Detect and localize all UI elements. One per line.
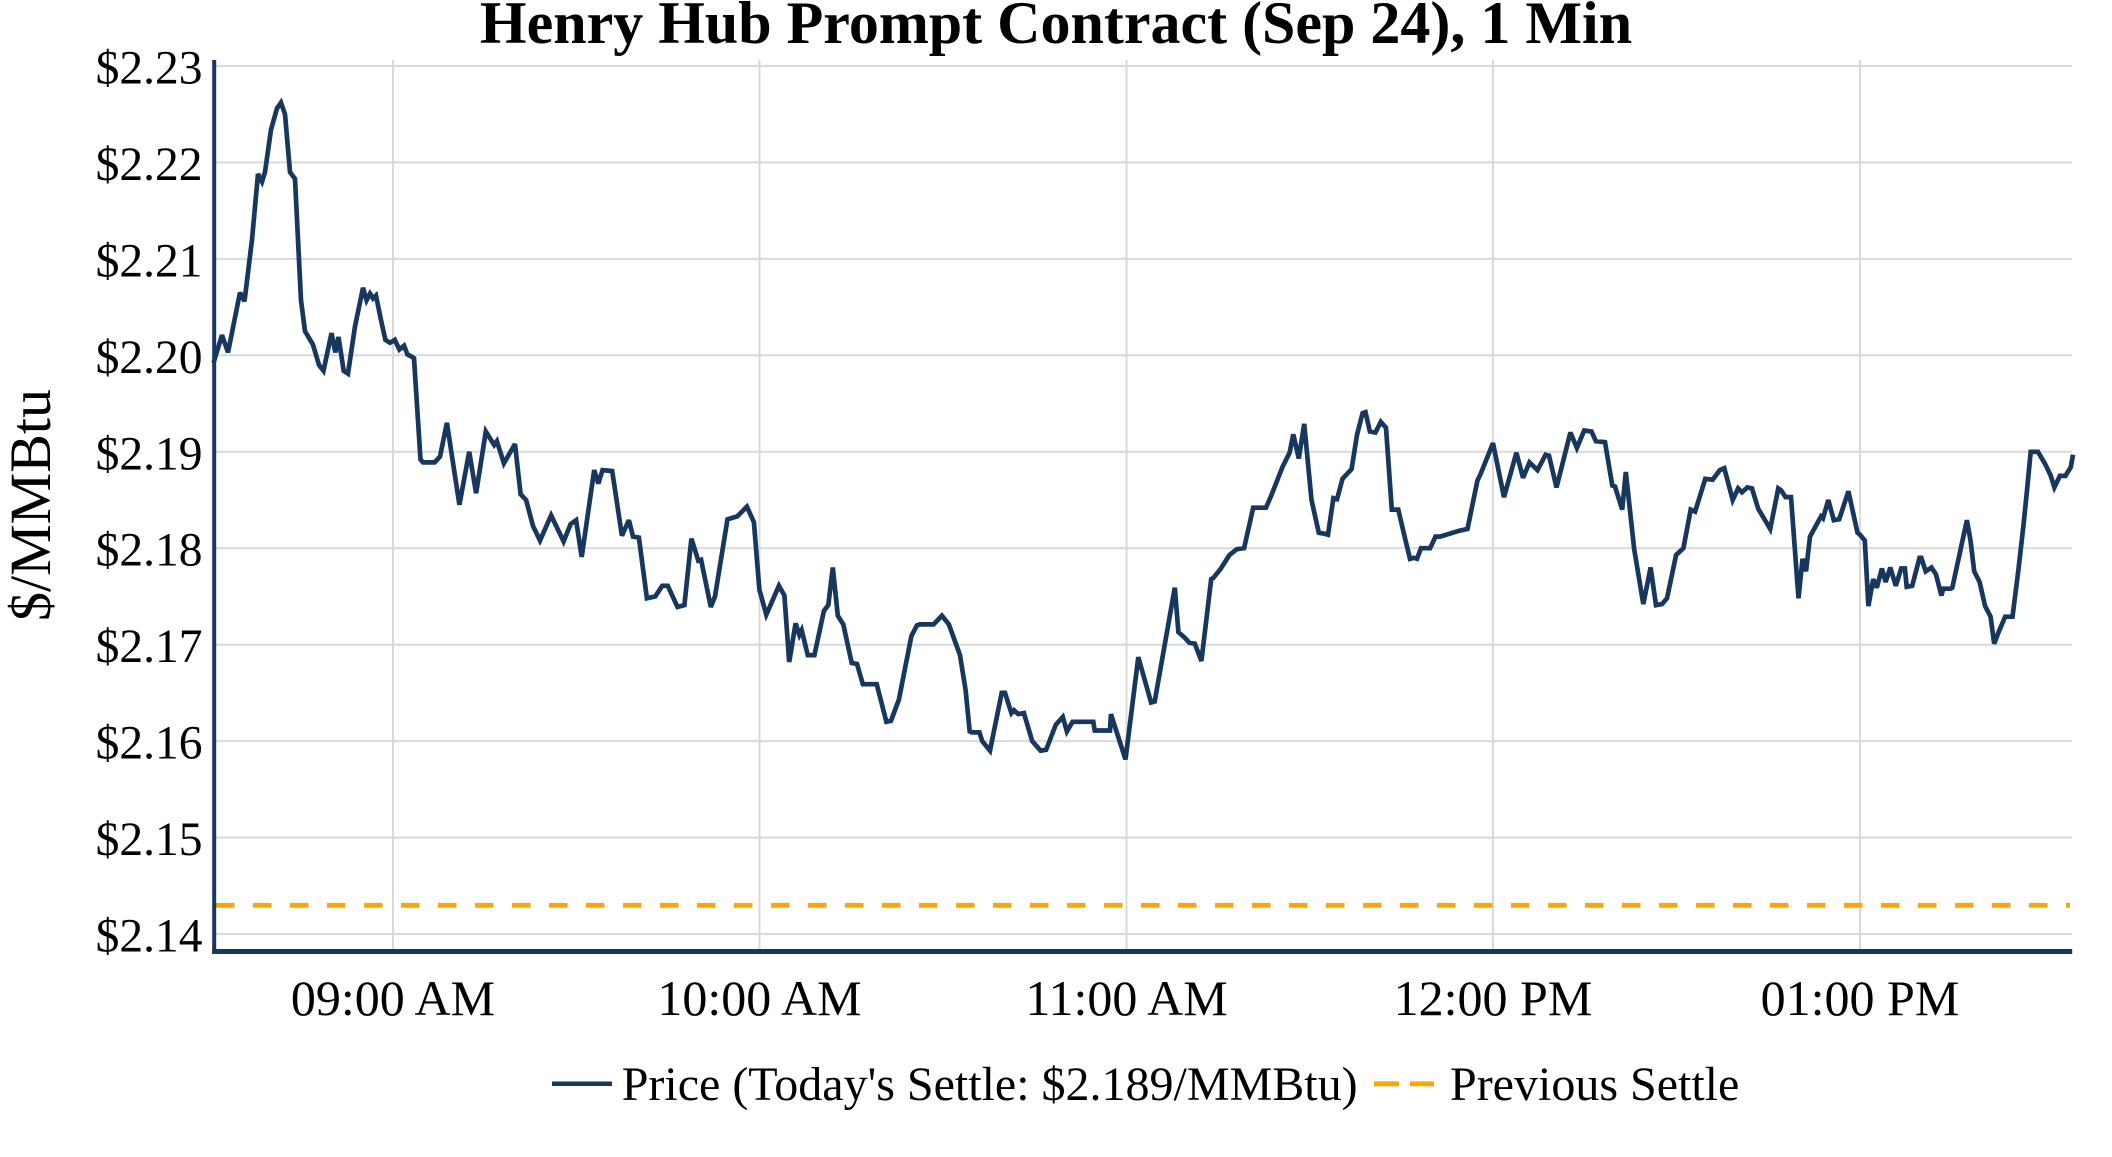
svg-text:$2.21: $2.21	[96, 235, 203, 287]
svg-text:11:00 AM: 11:00 AM	[1025, 970, 1227, 1026]
svg-text:$2.18: $2.18	[96, 525, 203, 577]
svg-text:Henry Hub Prompt Contract (Sep: Henry Hub Prompt Contract (Sep 24), 1 Mi…	[480, 0, 1632, 56]
svg-text:$2.19: $2.19	[96, 428, 203, 480]
svg-text:$2.22: $2.22	[96, 139, 203, 191]
svg-text:12:00 PM: 12:00 PM	[1394, 970, 1593, 1026]
svg-text:01:00 PM: 01:00 PM	[1761, 970, 1960, 1026]
svg-text:$2.17: $2.17	[96, 621, 203, 673]
svg-text:Previous Settle: Previous Settle	[1450, 1058, 1739, 1111]
svg-text:09:00 AM: 09:00 AM	[291, 970, 495, 1026]
svg-text:Price (Today's Settle: $2.189/: Price (Today's Settle: $2.189/MMBtu)	[622, 1058, 1358, 1111]
svg-text:$2.15: $2.15	[96, 814, 203, 866]
svg-text:10:00 AM: 10:00 AM	[657, 970, 861, 1026]
svg-text:$2.23: $2.23	[96, 43, 203, 95]
svg-text:$2.20: $2.20	[96, 332, 203, 384]
svg-text:$2.16: $2.16	[96, 718, 203, 770]
svg-text:$2.14: $2.14	[96, 911, 203, 963]
svg-text:$/MMBtu: $/MMBtu	[0, 389, 63, 621]
